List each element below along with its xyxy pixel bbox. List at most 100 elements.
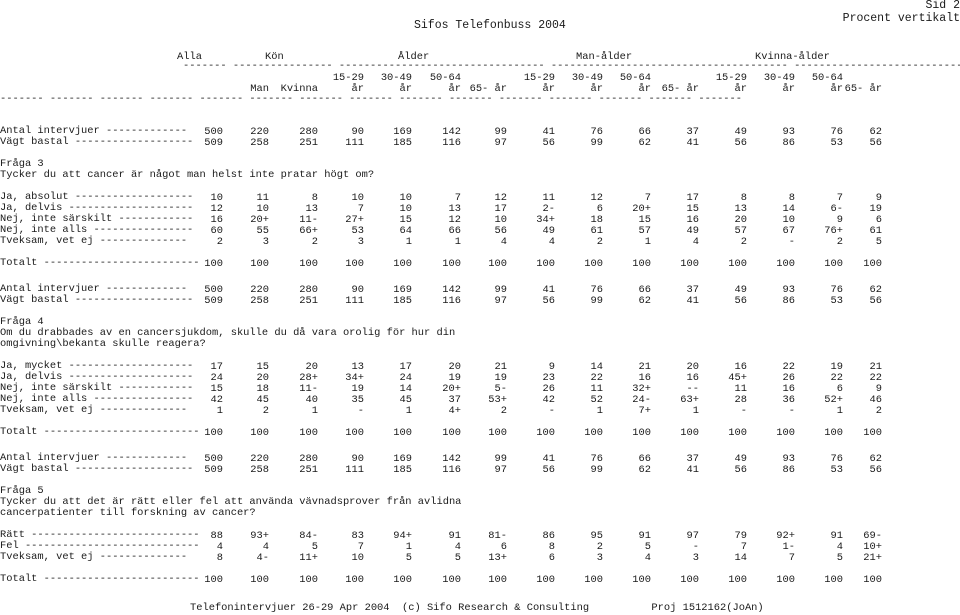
base-row-cell: 509 — [204, 464, 223, 476]
base-row-cell: 86 — [782, 464, 795, 476]
total-row-cell: 100 — [204, 258, 223, 270]
answer-row-cell: 3 — [262, 236, 269, 248]
answer-row-cell: 7 — [357, 541, 364, 553]
answer-row-cell: 2 — [596, 236, 603, 248]
base-row-cell: 93 — [782, 126, 795, 138]
answer-row-cell: 40 — [305, 394, 318, 406]
base-row-cell: 56 — [542, 137, 555, 149]
answer-row-cell: 21 — [638, 361, 651, 373]
base-row-label: Vägt bastal ------------------- — [0, 294, 194, 306]
answer-row-cell: 22 — [782, 361, 795, 373]
base-row-cell: 90 — [351, 453, 364, 465]
answer-row-cell: 37 — [448, 394, 461, 406]
base-row-cell: 169 — [393, 453, 412, 465]
total-row-cell: 100 — [776, 574, 795, 586]
base-row-cell: 251 — [299, 295, 318, 307]
answer-row-cell: 45+ — [728, 372, 747, 384]
total-row-cell: 100 — [442, 427, 461, 439]
answer-row-cell: 10 — [210, 192, 223, 204]
answer-row-cell: 13 — [351, 361, 364, 373]
total-row-cell: 100 — [393, 427, 412, 439]
base-row-cell: 500 — [204, 126, 223, 138]
base-row-cell: 97 — [494, 137, 507, 149]
answer-row-cell: -- — [686, 383, 699, 395]
base-row-cell: 93 — [782, 453, 795, 465]
column-header-range: 15-29 — [332, 72, 364, 84]
answer-row-cell: - — [788, 236, 795, 248]
column-header-range: 30-49 — [380, 72, 412, 84]
answer-row-cell: 2 — [500, 405, 507, 417]
answer-row-cell: 86 — [542, 530, 555, 542]
base-row-cell: 169 — [393, 126, 412, 138]
percent-mode: Procent vertikalt — [842, 11, 960, 25]
answer-row-cell: 13 — [448, 203, 461, 215]
base-row-cell: 86 — [782, 137, 795, 149]
base-row-cell: 185 — [393, 295, 412, 307]
answer-row-cell: 7 — [788, 552, 795, 564]
answer-row-cell: 9 — [875, 192, 882, 204]
answer-row-cell: 24- — [632, 394, 651, 406]
base-row-cell: 99 — [590, 464, 603, 476]
answer-row-cell: 2 — [875, 405, 882, 417]
answer-label: Tveksam, vet ej -------------- — [0, 235, 188, 247]
total-label: Totalt ------------------------- — [0, 257, 200, 269]
answer-row-cell: 14 — [782, 203, 795, 215]
answer-row-cell: 24 — [210, 372, 223, 384]
answer-row-cell: 21 — [869, 361, 882, 373]
answer-row-cell: 5 — [311, 541, 318, 553]
answer-row-cell: 5 — [836, 552, 843, 564]
answer-row-cell: 20 — [734, 214, 747, 226]
answer-row-cell: 16 — [686, 214, 699, 226]
answer-row-cell: 56 — [494, 225, 507, 237]
total-row-cell: 100 — [204, 427, 223, 439]
base-row-cell: 76 — [830, 284, 843, 296]
answer-row-cell: 13 — [305, 203, 318, 215]
answer-row-cell: 2- — [542, 203, 555, 215]
answer-row-cell: 10 — [256, 203, 269, 215]
column-underline: ------- ------- ------- ------- ------- … — [0, 93, 743, 105]
answer-row-cell: 91 — [638, 530, 651, 542]
column-group-label: Alla — [177, 51, 202, 63]
answer-row-cell: 9 — [875, 383, 882, 395]
answer-row-cell: 21+ — [863, 552, 882, 564]
total-row-cell: 100 — [393, 258, 412, 270]
answer-row-cell: 11 — [590, 383, 603, 395]
base-row-cell: 185 — [393, 464, 412, 476]
base-row-cell: 56 — [734, 137, 747, 149]
column-header-range: 15-29 — [523, 72, 555, 84]
answer-row-cell: 4 — [692, 236, 699, 248]
total-row-cell: 100 — [728, 574, 747, 586]
base-row-cell: 86 — [782, 295, 795, 307]
base-row-cell: 49 — [734, 453, 747, 465]
answer-row-cell: 10 — [351, 552, 364, 564]
answer-row-cell: 8 — [788, 192, 795, 204]
base-row-cell: 509 — [204, 137, 223, 149]
total-row-cell: 100 — [345, 258, 364, 270]
total-label: Totalt ------------------------- — [0, 426, 200, 438]
question-text: Tycker du att det är rätt eller fel att … — [0, 496, 462, 508]
base-row-cell: 251 — [299, 137, 318, 149]
question-text: cancerpatienter till forskning av cancer… — [0, 507, 256, 519]
answer-row-cell: 49 — [542, 225, 555, 237]
total-row-cell: 100 — [584, 427, 603, 439]
answer-row-cell: 7 — [644, 192, 651, 204]
answer-row-cell: 19 — [448, 372, 461, 384]
base-row-cell: 41 — [542, 284, 555, 296]
total-row-cell: 100 — [442, 574, 461, 586]
column-header-label: år — [448, 83, 461, 95]
base-row-cell: 99 — [590, 137, 603, 149]
base-row-cell: 62 — [869, 284, 882, 296]
answer-row-cell: 22 — [590, 372, 603, 384]
column-header-label: 65- år — [844, 83, 882, 95]
answer-row-cell: 19 — [494, 372, 507, 384]
column-header-label: Man — [250, 83, 269, 95]
answer-row-cell: 14 — [734, 552, 747, 564]
answer-row-cell: 15 — [638, 214, 651, 226]
answer-label: Nej, inte särskilt ------------ — [0, 382, 194, 394]
base-row-cell: 53 — [830, 137, 843, 149]
base-row-cell: 97 — [494, 295, 507, 307]
answer-row-cell: 8 — [548, 541, 555, 553]
answer-row-cell: 10 — [351, 192, 364, 204]
base-row-cell: 116 — [442, 295, 461, 307]
answer-row-cell: 5- — [494, 383, 507, 395]
